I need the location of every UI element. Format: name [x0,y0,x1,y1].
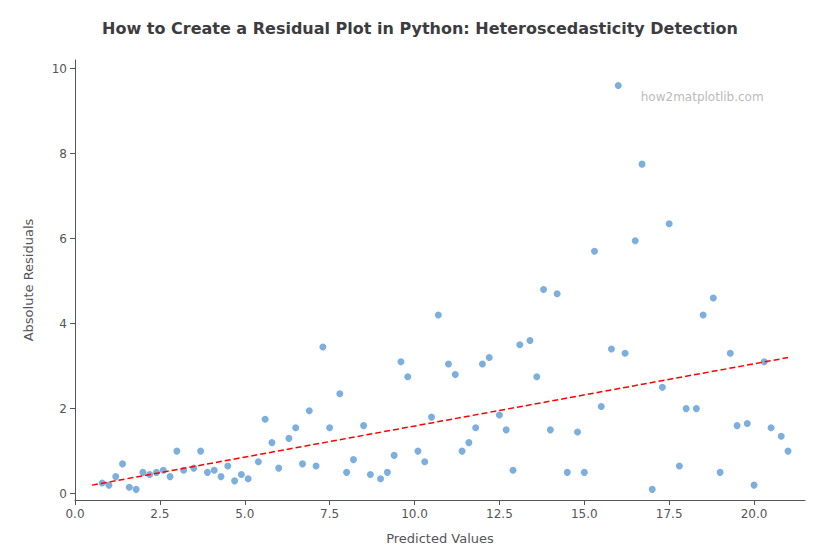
svg-text:0.0: 0.0 [65,507,84,521]
svg-text:12.5: 12.5 [486,507,513,521]
svg-text:2: 2 [59,402,67,416]
svg-text:10.0: 10.0 [401,507,428,521]
svg-text:0: 0 [59,487,67,501]
svg-text:6: 6 [59,232,67,246]
svg-text:5.0: 5.0 [235,507,254,521]
svg-text:Absolute Residuals: Absolute Residuals [21,218,36,341]
svg-text:how2matplotlib.com: how2matplotlib.com [641,90,764,104]
svg-text:4: 4 [59,317,67,331]
svg-text:20.0: 20.0 [741,507,768,521]
svg-text:Predicted Values: Predicted Values [386,531,494,546]
svg-text:17.5: 17.5 [656,507,683,521]
svg-text:How to Create a Residual Plot: How to Create a Residual Plot in Python:… [102,19,738,38]
svg-text:10: 10 [52,62,67,76]
svg-text:7.5: 7.5 [320,507,339,521]
svg-text:15.0: 15.0 [571,507,598,521]
svg-text:8: 8 [59,147,67,161]
svg-text:2.5: 2.5 [150,507,169,521]
